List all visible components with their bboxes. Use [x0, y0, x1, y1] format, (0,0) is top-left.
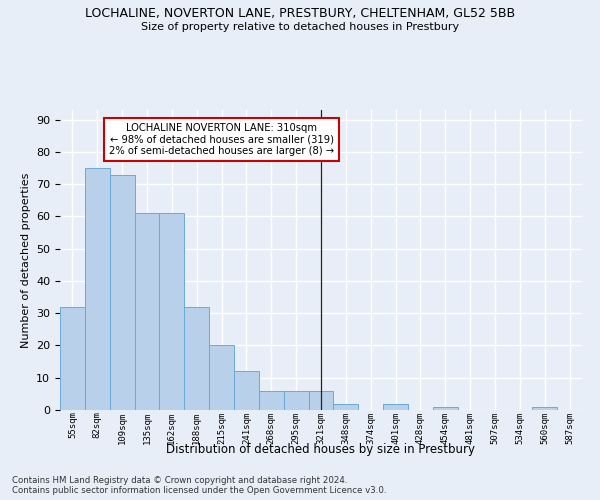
Text: LOCHALINE, NOVERTON LANE, PRESTBURY, CHELTENHAM, GL52 5BB: LOCHALINE, NOVERTON LANE, PRESTBURY, CHE… — [85, 8, 515, 20]
Bar — [85, 168, 110, 410]
Bar — [234, 372, 259, 410]
Bar — [334, 404, 358, 410]
Text: Contains HM Land Registry data © Crown copyright and database right 2024.
Contai: Contains HM Land Registry data © Crown c… — [12, 476, 386, 495]
Bar — [110, 174, 134, 410]
Bar — [308, 390, 334, 410]
Bar — [134, 213, 160, 410]
Bar — [60, 307, 85, 410]
Text: Distribution of detached houses by size in Prestbury: Distribution of detached houses by size … — [167, 442, 476, 456]
Y-axis label: Number of detached properties: Number of detached properties — [20, 172, 31, 348]
Text: LOCHALINE NOVERTON LANE: 310sqm
← 98% of detached houses are smaller (319)
2% of: LOCHALINE NOVERTON LANE: 310sqm ← 98% of… — [109, 123, 334, 156]
Text: Size of property relative to detached houses in Prestbury: Size of property relative to detached ho… — [141, 22, 459, 32]
Bar — [433, 407, 458, 410]
Bar — [284, 390, 308, 410]
Bar — [259, 390, 284, 410]
Bar — [532, 407, 557, 410]
Bar — [383, 404, 408, 410]
Bar — [209, 346, 234, 410]
Bar — [160, 213, 184, 410]
Bar — [184, 307, 209, 410]
